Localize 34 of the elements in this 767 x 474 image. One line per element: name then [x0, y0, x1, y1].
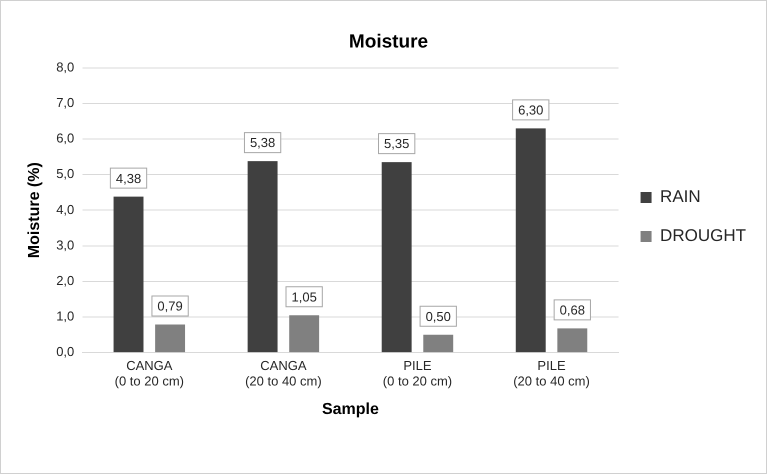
x-tick-label: PILE (0 to 20 cm): [382, 358, 452, 389]
y-tick-label: 0,0: [56, 344, 74, 360]
y-tick-label: 7,0: [56, 94, 74, 110]
y-tick-label: 8,0: [56, 59, 74, 74]
bar: [248, 161, 278, 352]
y-tick-label: 4,0: [56, 202, 74, 217]
data-label: 1,05: [292, 289, 317, 304]
x-axis-title: Sample: [322, 400, 379, 418]
data-label: 0,68: [560, 302, 585, 318]
x-tick-label: PILE (20 to 40 cm): [513, 358, 590, 389]
data-label: 0,50: [426, 308, 451, 324]
bar: [516, 128, 546, 352]
data-label: 6,30: [518, 102, 544, 118]
bar: [114, 196, 144, 352]
legend-label: RAIN: [660, 187, 701, 206]
data-label: 4,38: [116, 170, 142, 186]
y-tick-label: 6,0: [56, 130, 74, 146]
y-tick-label: 5,0: [56, 166, 74, 182]
bar: [423, 334, 454, 352]
y-tick-label: 2,0: [56, 272, 74, 288]
chart-title: Moisture: [348, 32, 428, 53]
bar: [382, 162, 412, 352]
data-label: 5,35: [384, 136, 410, 152]
bar: [155, 324, 186, 352]
x-tick-label: CANGA (0 to 20 cm): [114, 358, 184, 389]
data-label: 5,38: [250, 135, 276, 150]
legend-label: DROUGHT: [660, 226, 746, 246]
data-label: 0,79: [157, 298, 183, 314]
x-tick-label: CANGA (20 to 40 cm): [245, 358, 322, 389]
bar: [557, 328, 588, 352]
bar: [289, 315, 320, 352]
y-tick-label: 1,0: [56, 308, 74, 324]
y-axis-title: Moisture (%): [26, 162, 44, 258]
y-tick-label: 3,0: [56, 237, 74, 252]
